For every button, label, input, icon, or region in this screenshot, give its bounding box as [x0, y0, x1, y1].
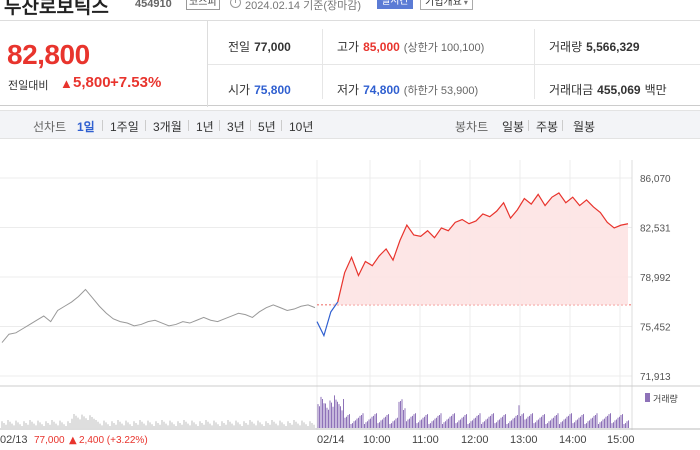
high-value: 85,000 — [363, 40, 400, 54]
x-tick-label: 14:00 — [559, 434, 587, 446]
divider — [102, 120, 103, 131]
price-chart[interactable]: 86,070 82,531 78,992 75,452 71,913 거래량 02/13… — [0, 140, 700, 450]
prev-close-cell: 전일 77,000 — [228, 38, 291, 55]
up-arrow-icon: ▲ — [60, 76, 73, 91]
tab-1day[interactable]: 1일 — [77, 120, 95, 134]
volume-label: 거래량 — [549, 40, 583, 54]
volume-legend: 거래량 — [653, 393, 678, 404]
line-chart-label: 선차트 — [33, 120, 67, 134]
y-tick-label: 71,913 — [640, 372, 671, 383]
prev-day-line — [1, 288, 316, 343]
divider — [322, 29, 323, 99]
open-cell: 시가 75,800 — [228, 81, 291, 98]
chevron-down-icon: ▾ — [463, 0, 468, 7]
tab-daily-candle[interactable]: 일봉 — [502, 120, 525, 134]
prev-close-value: 77,000 — [254, 40, 291, 54]
low-cell: 저가 74,800 (하한가 53,900) — [337, 81, 478, 98]
candle-chart-label: 봉차트 — [455, 120, 489, 134]
divider — [534, 29, 535, 99]
divider — [250, 120, 251, 131]
divider — [188, 120, 189, 131]
y-tick-label: 78,992 — [640, 273, 671, 284]
y-axis-labels: 86,070 82,531 78,992 75,452 71,913 — [640, 174, 671, 383]
divider — [281, 120, 282, 131]
chart-series — [1, 192, 632, 343]
stock-code: 454910 — [135, 0, 172, 10]
company-overview-button[interactable]: 기업개요 ▾ — [420, 0, 473, 10]
tab-3months[interactable]: 3개월 — [153, 120, 182, 134]
low-value: 74,800 — [363, 83, 400, 97]
today-line — [337, 192, 629, 303]
clock-icon — [230, 0, 241, 8]
volume-value: 5,566,329 — [586, 40, 640, 54]
x-tick-label: 11:00 — [412, 434, 439, 446]
volume-legend-swatch — [645, 393, 650, 402]
divider — [219, 120, 220, 131]
up-arrow-icon: ▲ — [69, 435, 77, 446]
stock-name: 두산로보틱스 — [4, 0, 109, 18]
tab-1week[interactable]: 1주일 — [110, 120, 139, 134]
tab-1year[interactable]: 1년 — [196, 120, 214, 134]
divider — [208, 64, 700, 65]
x-tick-label: 12:00 — [461, 434, 489, 446]
amount-cell: 거래대금 455,069 백만 — [549, 81, 667, 98]
x-tick-label: 10:00 — [363, 434, 391, 446]
volume-bars: 거래량 — [1, 393, 678, 428]
upper-limit: (상한가 100,100) — [403, 42, 485, 54]
high-cell: 고가 85,000 (상한가 100,100) — [337, 38, 484, 55]
tab-monthly-candle[interactable]: 월봉 — [573, 120, 596, 134]
y-tick-label: 86,070 — [640, 174, 671, 185]
company-overview-label: 기업개요 — [425, 0, 462, 8]
amount-unit: 백만 — [644, 83, 667, 97]
today-line-down — [316, 301, 339, 338]
chart-period-nav: 선차트 1일 1주일 3개월 1년 3년 5년 10년 봉차트 일봉 주봉 월봉 — [0, 110, 700, 139]
amount-value: 455,069 — [597, 83, 641, 97]
open-value: 75,800 — [254, 83, 291, 97]
prev-close-label: 전일 — [228, 40, 251, 54]
amount-label: 거래대금 — [549, 83, 594, 97]
current-price: 82,800 — [7, 39, 90, 70]
divider — [145, 120, 146, 131]
tab-3years[interactable]: 3년 — [227, 120, 245, 134]
change-label: 전일대비 — [8, 80, 49, 92]
x-tick-label: 02/14 — [317, 434, 345, 446]
area-fill — [317, 192, 628, 305]
x-axis-labels: 02/13 02/14 10:00 11:00 12:00 13:00 14:00 15:00… — [0, 434, 635, 446]
tab-10years[interactable]: 10년 — [289, 120, 314, 134]
date-text: 2024.02.14 기준(장마감) — [245, 0, 362, 12]
y-tick-label: 75,452 — [640, 323, 671, 334]
volume-cell: 거래량 5,566,329 — [549, 38, 640, 55]
title-row: 두산로보틱스 454910 코스피 2024.02.14 기준(장마감) 실시간… — [0, 0, 700, 18]
lower-limit: (하한가 53,900) — [403, 85, 479, 97]
high-label: 고가 — [337, 40, 360, 54]
divider — [562, 120, 563, 131]
divider — [528, 120, 529, 131]
tab-weekly-candle[interactable]: 주봉 — [536, 120, 559, 134]
low-label: 저가 — [337, 83, 360, 97]
x-tick-label: 13:00 — [510, 434, 538, 446]
realtime-button[interactable]: 실시간 — [377, 0, 413, 9]
prev-day-change: 2,400 (+3.22%) — [79, 435, 148, 446]
market-badge: 코스피 — [186, 0, 220, 10]
change-percent: +7.53% — [110, 74, 162, 91]
y-tick-label: 82,531 — [640, 224, 671, 235]
tab-5years[interactable]: 5년 — [258, 120, 276, 134]
x-tick-label: 02/13 — [0, 434, 28, 446]
price-summary: 82,800 전일대비 ▲ 5,800 +7.53% 전일 77,000 고가 85… — [0, 20, 700, 107]
prev-day-price: 77,000 — [34, 435, 65, 446]
open-label: 시가 — [228, 83, 251, 97]
change-value: 5,800 — [73, 74, 111, 91]
current-price-box: 82,800 전일대비 ▲ 5,800 +7.53% — [0, 21, 208, 107]
x-tick-label: 15:00 — [607, 434, 635, 446]
